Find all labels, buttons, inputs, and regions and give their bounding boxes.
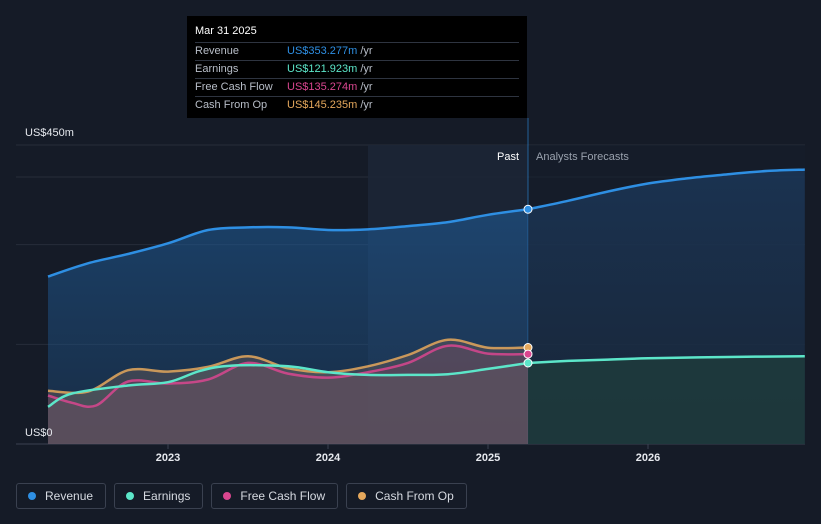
- earnings-marker: [523, 358, 533, 368]
- tooltip-value: US$121.923m: [287, 63, 358, 75]
- tooltip-row-revenue: Revenue US$353.277m/yr: [195, 42, 519, 60]
- legend-label: Earnings: [143, 489, 191, 503]
- legend-dot-icon: [126, 492, 135, 500]
- cash-from-op-line-past: [47, 338, 529, 395]
- x-tick-label: 2024: [316, 452, 341, 464]
- revenue-line-past: [47, 208, 529, 278]
- tooltip-unit: /yr: [360, 63, 373, 75]
- legend-item-free-cash-flow[interactable]: Free Cash Flow: [211, 483, 339, 509]
- tooltip-unit: /yr: [360, 81, 373, 93]
- x-tick-label: 2026: [636, 452, 660, 464]
- free-cash-flow-line-past: [47, 344, 529, 409]
- x-tick-label: 2023: [156, 452, 180, 464]
- tooltip-label: Cash From Op: [195, 99, 268, 111]
- tooltip-label: Free Cash Flow: [195, 81, 273, 93]
- tooltip-row-free-cash-flow: Free Cash Flow US$135.274m/yr: [195, 78, 519, 96]
- cash-from-op-area: [48, 339, 528, 444]
- free-cash-flow-area: [48, 345, 528, 444]
- tooltip-unit: /yr: [360, 99, 373, 111]
- forecast-label: Analysts Forecasts: [536, 151, 629, 163]
- legend-dot-icon: [223, 492, 232, 500]
- y-axis-min-label: US$0: [25, 427, 53, 439]
- past-label: Past: [497, 151, 519, 163]
- tooltip-row-earnings: Earnings US$121.923m/yr: [195, 60, 519, 78]
- x-tick-label: 2025: [476, 452, 500, 464]
- legend-label: Cash From Op: [375, 489, 454, 503]
- chart-legend: Revenue Earnings Free Cash Flow Cash From O…: [16, 483, 467, 509]
- tooltip-value: US$353.277m: [287, 45, 358, 57]
- legend-item-revenue[interactable]: Revenue: [16, 483, 107, 509]
- data-tooltip: Mar 31 2025 Revenue US$353.277m/yr Earning…: [187, 16, 527, 118]
- legend-item-earnings[interactable]: Earnings: [114, 483, 204, 509]
- tooltip-value: US$145.235m: [287, 99, 358, 111]
- tooltip-row-cash-from-op: Cash From Op US$145.235m/yr: [195, 96, 519, 114]
- legend-item-cash-from-op[interactable]: Cash From Op: [346, 483, 467, 509]
- revenue-marker: [523, 204, 533, 214]
- legend-dot-icon: [28, 492, 36, 500]
- earnings-line-past: [47, 361, 529, 408]
- tooltip-date: Mar 31 2025: [195, 25, 257, 37]
- earnings-line-forecast: [527, 355, 805, 365]
- tooltip-unit: /yr: [360, 45, 373, 57]
- tooltip-label: Revenue: [195, 45, 240, 57]
- revenue-line-forecast: [527, 168, 805, 211]
- earnings-area-forecast: [528, 356, 805, 444]
- legend-dot-icon: [358, 492, 367, 500]
- tooltip-value: US$135.274m: [287, 81, 358, 93]
- free-cash-flow-marker: [523, 349, 533, 359]
- tooltip-label: Earnings: [195, 63, 239, 75]
- legend-label: Revenue: [45, 489, 94, 503]
- y-axis-max-label: US$450m: [25, 127, 74, 139]
- legend-label: Free Cash Flow: [240, 489, 326, 503]
